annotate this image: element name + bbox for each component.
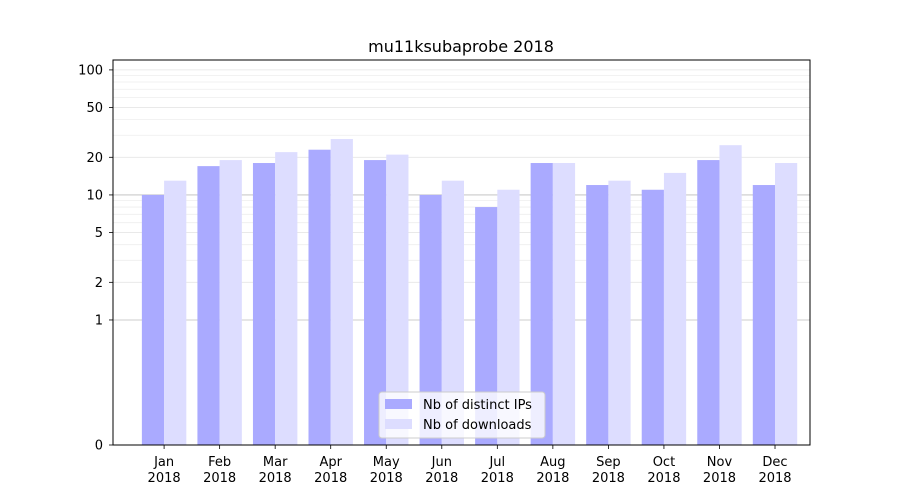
x-tick-label-year: 2018 bbox=[758, 471, 791, 486]
legend-label: Nb of downloads bbox=[423, 418, 532, 433]
x-tick-label-month: Jan bbox=[153, 455, 174, 470]
x-tick-label-year: 2018 bbox=[647, 471, 680, 486]
legend: Nb of distinct IPs Nb of downloads bbox=[378, 391, 546, 439]
x-tick-label-year: 2018 bbox=[203, 471, 236, 486]
bar-downloads bbox=[775, 163, 798, 445]
bar-downloads bbox=[275, 152, 298, 445]
bar-downloads bbox=[164, 180, 187, 445]
y-tick-label: 2 bbox=[95, 276, 103, 291]
y-tick-label: 1 bbox=[95, 313, 103, 328]
plot-frame bbox=[112, 59, 811, 446]
bar-downloads bbox=[441, 180, 464, 445]
bar-downloads bbox=[552, 163, 576, 445]
x-tick-label-year: 2018 bbox=[703, 471, 736, 486]
y-tick-label: 10 bbox=[86, 188, 103, 203]
x-tick-label-month: May bbox=[373, 455, 400, 470]
x-tick-label-year: 2018 bbox=[536, 471, 569, 486]
chart-title: mu11ksubaprobe 2018 bbox=[368, 37, 554, 56]
legend-label: Nb of distinct IPs bbox=[423, 398, 532, 413]
bar-distinct-ips bbox=[419, 194, 442, 445]
axes: Jan2018Feb2018Mar2018Apr2018May2018Jun20… bbox=[78, 59, 811, 486]
legend-box bbox=[378, 391, 546, 439]
bar-distinct-ips bbox=[252, 163, 276, 445]
x-tick-label-month: Feb bbox=[208, 455, 231, 470]
x-tick-label-year: 2018 bbox=[481, 471, 514, 486]
bar-distinct-ips bbox=[197, 166, 220, 445]
x-tick-label-month: Apr bbox=[319, 455, 342, 470]
x-tick-label-month: Dec bbox=[762, 455, 787, 470]
x-tick-label-year: 2018 bbox=[425, 471, 458, 486]
bar-downloads bbox=[330, 139, 353, 445]
x-tick-label-year: 2018 bbox=[259, 471, 292, 486]
y-tick-label: 0 bbox=[95, 439, 103, 454]
y-tick-label: 5 bbox=[95, 226, 103, 241]
x-tick-label-year: 2018 bbox=[370, 471, 403, 486]
bar-distinct-ips bbox=[586, 185, 609, 445]
y-tick-label: 20 bbox=[86, 151, 103, 166]
legend-swatch bbox=[385, 399, 412, 409]
x-tick-label-month: Jul bbox=[488, 455, 505, 470]
bar-distinct-ips bbox=[641, 189, 664, 445]
legend-swatch bbox=[385, 419, 412, 429]
y-tick-label: 50 bbox=[86, 101, 103, 116]
bar-downloads bbox=[386, 154, 409, 446]
x-tick-label-month: Mar bbox=[263, 455, 288, 470]
bar-downloads bbox=[608, 180, 631, 445]
bars bbox=[141, 139, 798, 446]
x-tick-label-year: 2018 bbox=[592, 471, 625, 486]
x-tick-label-month: Jun bbox=[431, 455, 452, 470]
x-tick-label-month: Aug bbox=[540, 455, 565, 470]
bar-distinct-ips bbox=[752, 185, 776, 445]
x-tick-label-month: Nov bbox=[707, 455, 733, 470]
y-tick-label: 100 bbox=[78, 63, 103, 78]
bar-distinct-ips bbox=[364, 160, 387, 445]
x-tick-label-year: 2018 bbox=[314, 471, 347, 486]
bar-downloads bbox=[219, 160, 242, 445]
bar-distinct-ips bbox=[308, 149, 331, 446]
bar-downloads bbox=[663, 172, 687, 445]
bar-distinct-ips bbox=[697, 160, 720, 445]
bar-distinct-ips bbox=[475, 207, 498, 445]
x-tick-label-year: 2018 bbox=[148, 471, 181, 486]
bar-distinct-ips bbox=[141, 194, 165, 445]
bar-distinct-ips bbox=[530, 163, 553, 445]
x-tick-label-month: Oct bbox=[653, 455, 675, 470]
bar-downloads bbox=[497, 189, 520, 445]
x-tick-label-month: Sep bbox=[596, 455, 621, 470]
bar-downloads bbox=[719, 145, 742, 445]
